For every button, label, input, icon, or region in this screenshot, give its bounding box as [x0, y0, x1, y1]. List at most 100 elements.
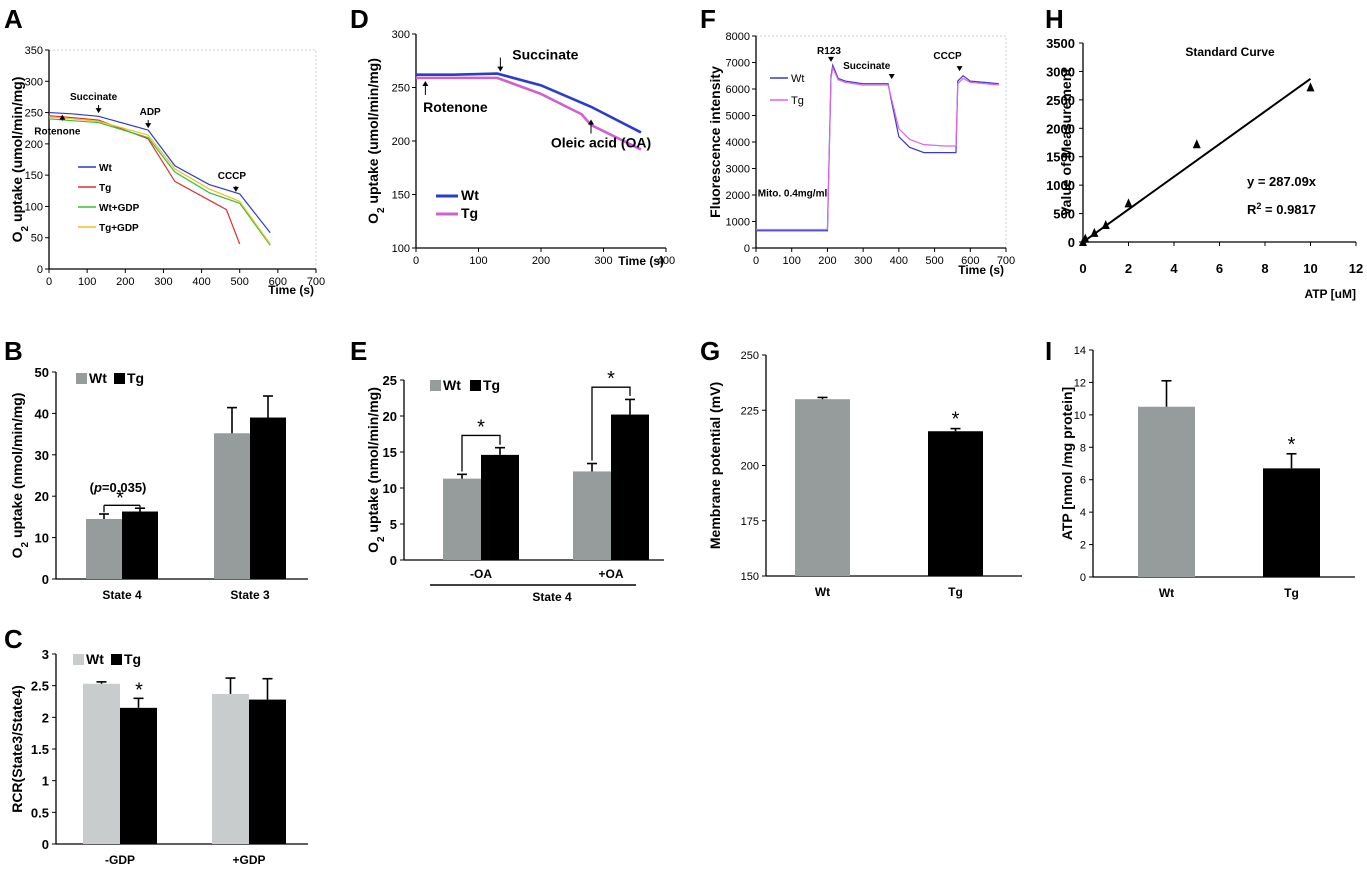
- legend-swatch: [430, 380, 441, 391]
- significance-star: *: [116, 487, 124, 509]
- y-tick-label: 40: [35, 406, 49, 421]
- series-line-tg-gdp: [48, 116, 271, 245]
- y-axis-label-part: uptake (umol/min/mg): [365, 58, 381, 207]
- x-tick-label: 700: [997, 255, 1015, 267]
- y-tick-label: 150: [392, 190, 410, 202]
- y-tick-label: 2000: [726, 190, 750, 202]
- y-axis-label-part: O: [365, 542, 381, 553]
- y-axis-label: O2 uptake (umol/min/mg): [9, 77, 31, 243]
- significance-star: *: [952, 409, 960, 431]
- y-tick-label: 0: [744, 243, 750, 255]
- category-label: Wt: [1159, 586, 1174, 600]
- legend-label: Tg: [461, 205, 478, 221]
- p-value-label: (p=0.035): [90, 480, 147, 495]
- annotation-arrowhead: [888, 74, 895, 80]
- y-tick-label: 150: [25, 170, 43, 182]
- x-tick-label: 300: [594, 255, 612, 267]
- legend-swatch: [114, 373, 125, 384]
- r-squared-sup: 2: [1256, 201, 1261, 211]
- panel-b-bar-chart: 0 10 20 30 40 50 O2 uptake (nmol/min/mg) State …: [9, 365, 308, 602]
- y-axis-label-part: O: [9, 231, 25, 242]
- data-point: [1192, 139, 1201, 149]
- x-tick-label: 700: [307, 276, 325, 288]
- annotation-arrowhead: [95, 108, 102, 114]
- y-tick-label: 100: [392, 243, 410, 255]
- y-tick-label: 300: [25, 76, 43, 88]
- annotation-arrowhead: [956, 66, 963, 72]
- x-tick-label: 200: [116, 276, 134, 288]
- data-point: [1101, 219, 1110, 229]
- legend-label: Tg: [99, 183, 111, 194]
- y-tick-label: 0: [390, 553, 397, 568]
- y-tick-label: 0: [1080, 572, 1086, 584]
- fit-equation: y = 287.09x: [1247, 174, 1317, 189]
- legend-label: Wt: [791, 73, 804, 85]
- series-line-wt: [48, 111, 271, 234]
- y-axis-label-part: O: [9, 547, 25, 558]
- annotation-arrowhead: [59, 114, 66, 120]
- y-tick-label: 10: [383, 481, 397, 496]
- y-tick-label: 8000: [726, 31, 750, 43]
- x-tick-label: 200: [818, 255, 836, 267]
- x-tick-label: 400: [657, 255, 675, 267]
- significance-star: *: [135, 679, 143, 701]
- significance-star: *: [607, 368, 615, 390]
- x-tick-label: 0: [46, 276, 52, 288]
- group-label: State 4: [532, 590, 572, 604]
- x-tick-label: 500: [231, 276, 249, 288]
- category-label: -GDP: [105, 853, 135, 867]
- y-tick-label: 15: [383, 445, 397, 460]
- bar-wt: [1138, 406, 1195, 577]
- legend-label: Tg: [791, 95, 804, 107]
- category-label: Tg: [948, 585, 963, 599]
- y-tick-label: 2500: [1046, 93, 1075, 108]
- y-tick-label: 5000: [726, 111, 750, 123]
- data-point: [1306, 82, 1315, 92]
- y-tick-label: 14: [1074, 345, 1086, 357]
- y-tick-label: 8: [1080, 442, 1086, 454]
- p-value-part: (: [90, 480, 95, 495]
- bar-tg-0: [122, 511, 158, 579]
- panel-f-line-chart: 0 100 200 300 400 500 600 700010002000300040005…: [707, 31, 1015, 277]
- y-axis-label-sub: 2: [20, 226, 31, 232]
- r-squared-part: = 0.9817: [1261, 202, 1316, 217]
- y-tick-label: 1000: [1046, 178, 1075, 193]
- bar-wt: [795, 399, 850, 576]
- y-tick-label: 175: [741, 516, 759, 528]
- y-tick-label: 10: [1074, 410, 1086, 422]
- y-tick-label: 50: [35, 365, 49, 380]
- y-tick-label: 250: [392, 83, 410, 95]
- bar-tg: [1263, 468, 1320, 577]
- x-tick-label: 4: [1170, 261, 1178, 276]
- annotation-label: CCCP: [933, 51, 962, 62]
- y-tick-label: 3000: [726, 164, 750, 176]
- y-tick-label: 2: [1080, 540, 1086, 552]
- y-axis-label-part: uptake (nmol/min/mg): [9, 393, 25, 542]
- y-tick-label: 500: [1053, 207, 1075, 222]
- y-tick-label: 10: [35, 531, 49, 546]
- y-axis-label-sub: 2: [20, 542, 31, 548]
- y-tick-label: 0: [42, 837, 49, 852]
- annotation-arrowhead: [828, 56, 834, 62]
- x-tick-label: 400: [192, 276, 210, 288]
- x-tick-label: 100: [78, 276, 96, 288]
- series-line-wt: [756, 62, 999, 232]
- legend-swatch: [73, 654, 84, 665]
- annotation-label: R123: [817, 46, 841, 57]
- y-tick-label: 4: [1080, 507, 1086, 519]
- panel-letter-g: G: [700, 336, 720, 366]
- legend-swatch: [76, 373, 87, 384]
- x-tick-label: 8: [1261, 261, 1268, 276]
- legend-label: Wt+GDP: [99, 203, 140, 214]
- category-label: +OA: [598, 567, 623, 581]
- y-axis-label: Fluorescence intensity: [707, 66, 723, 218]
- y-tick-label: 1.5: [31, 742, 49, 757]
- y-tick-label: 200: [741, 461, 759, 473]
- x-tick-label: 300: [854, 255, 872, 267]
- x-tick-label: 400: [890, 255, 908, 267]
- x-tick-label: 100: [783, 255, 801, 267]
- x-tick-label: 6: [1216, 261, 1223, 276]
- panel-letter-h: H: [1045, 4, 1064, 34]
